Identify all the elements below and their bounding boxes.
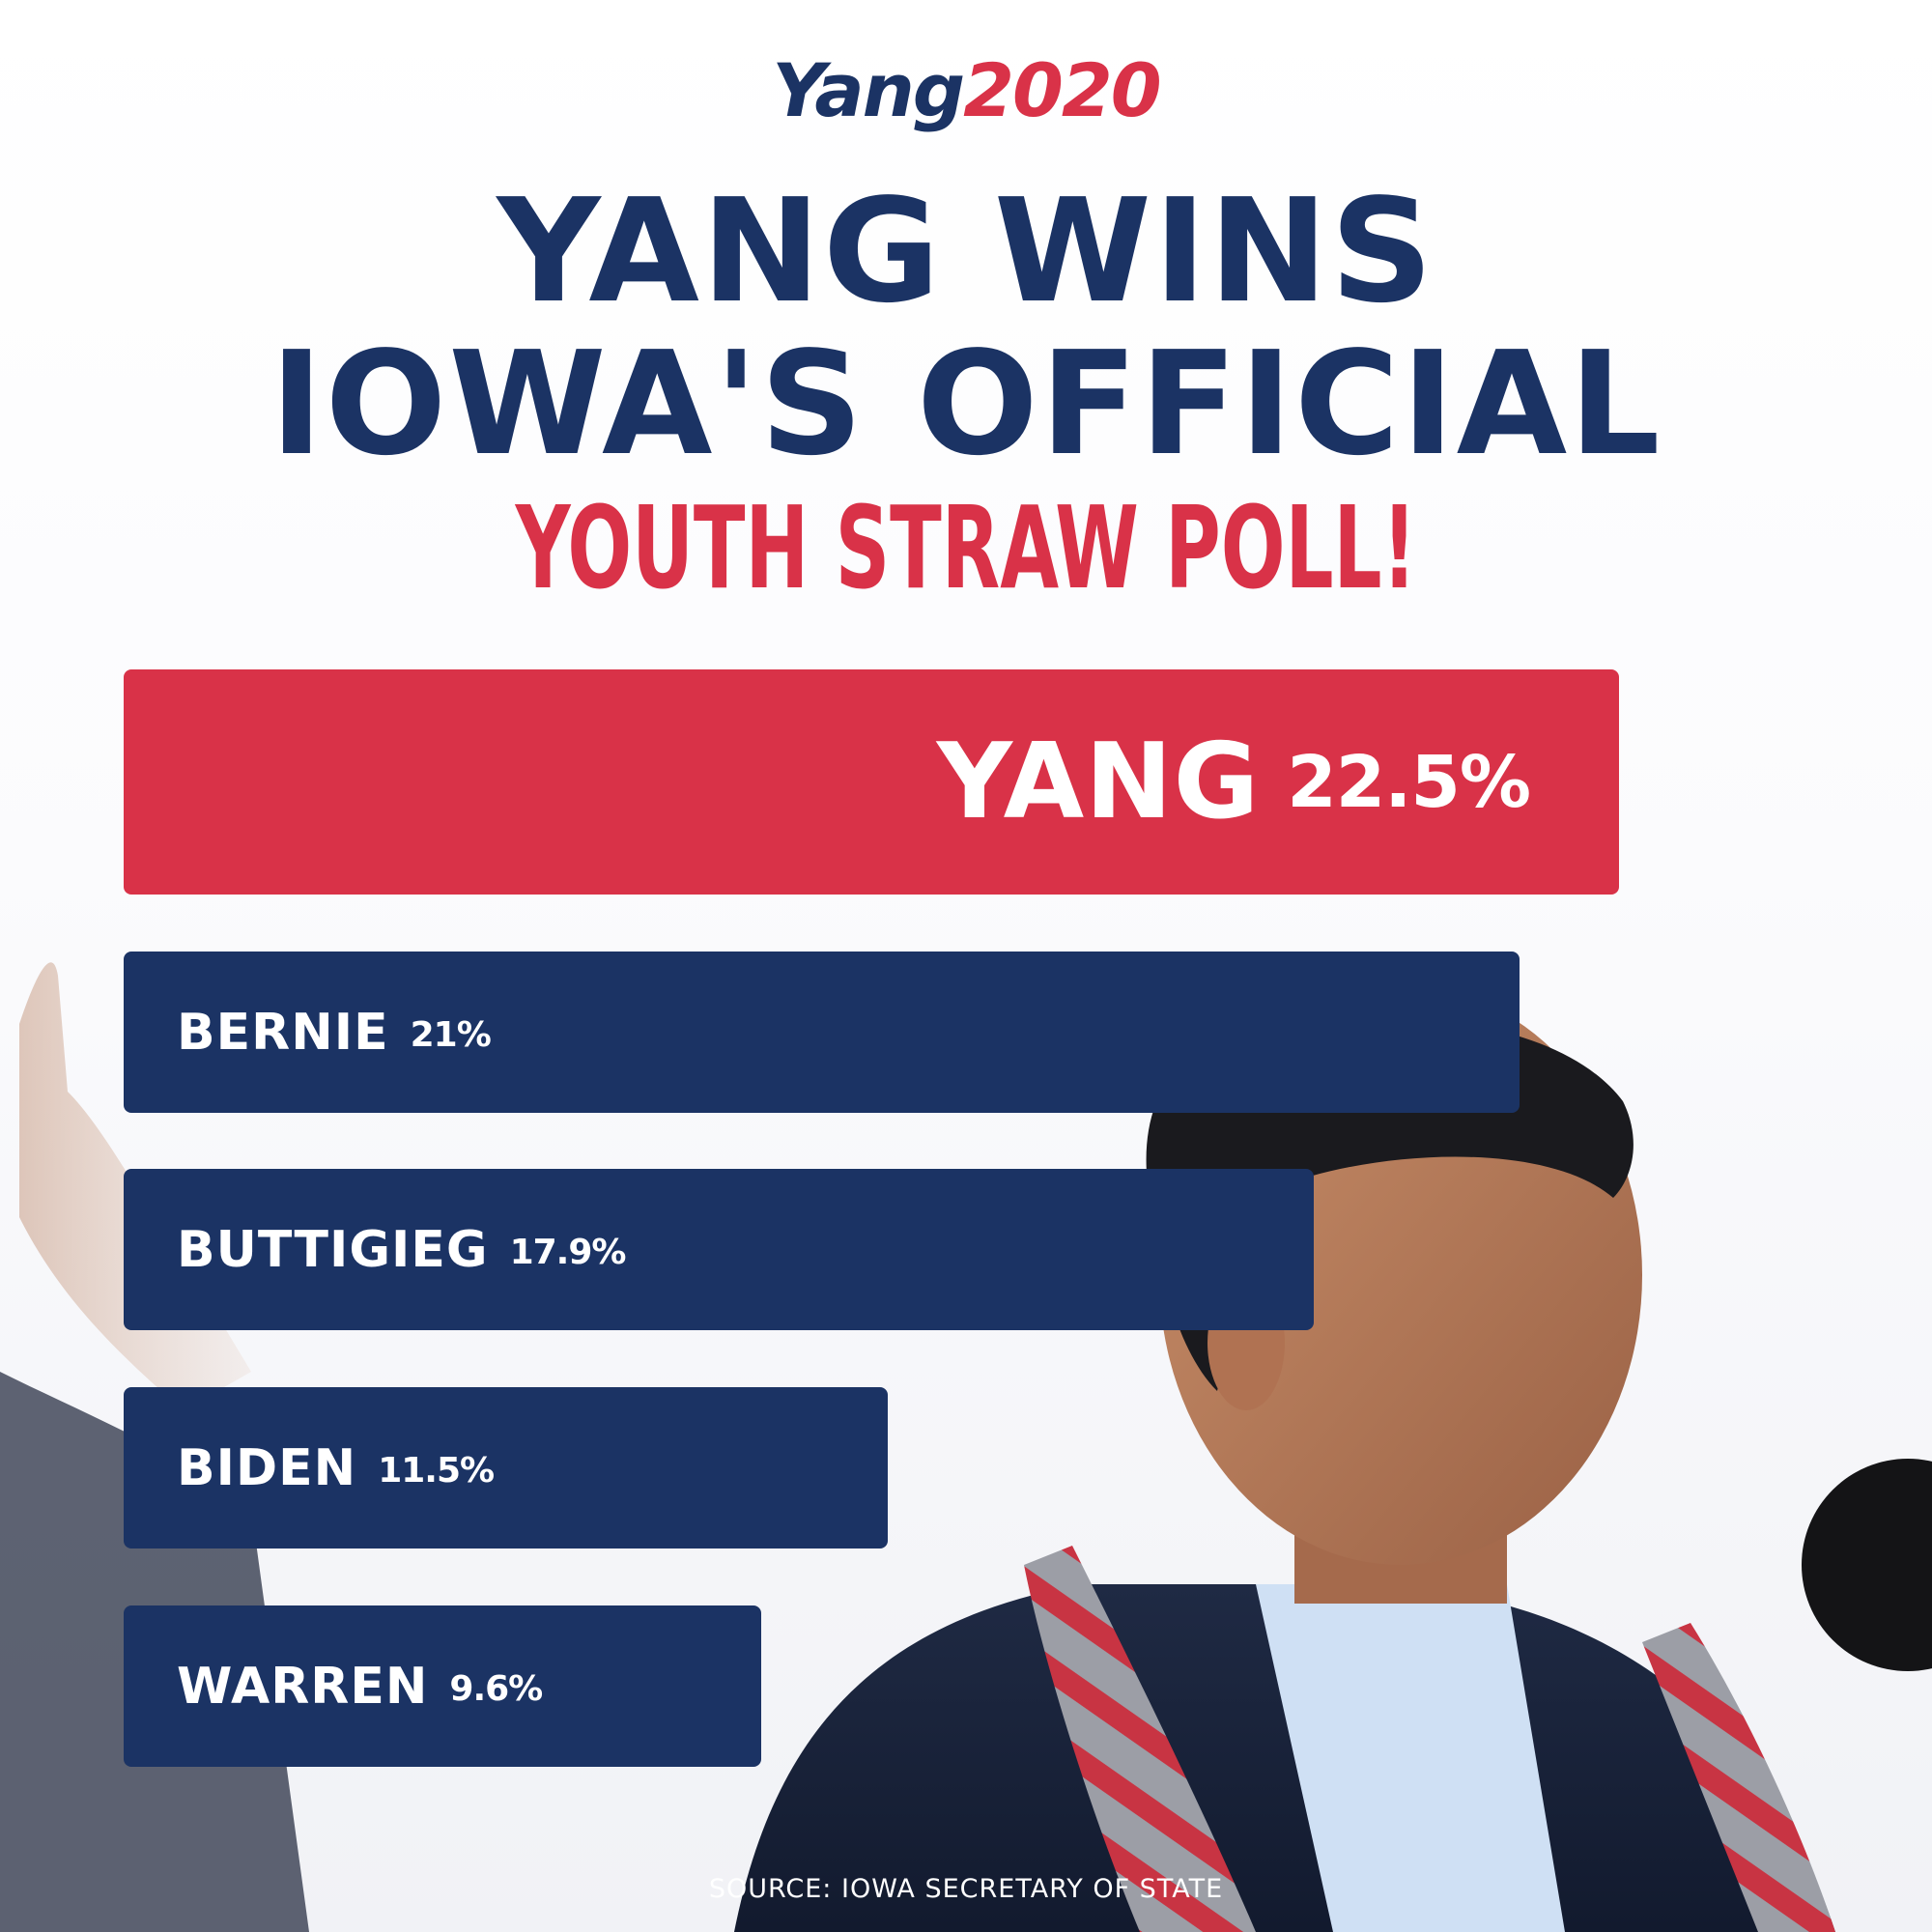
bar-yang: YANG 22.5%: [124, 669, 1619, 895]
bar-bernie: BERNIE 21%: [124, 952, 1520, 1113]
scarf: [1024, 1546, 1256, 1932]
source-note: SOURCE: IOWA SECRETARY OF STATE: [708, 1874, 1224, 1904]
bar-label-bernie: BERNIE: [177, 1003, 389, 1062]
bar-label-yang: YANG: [936, 722, 1261, 842]
bar-value-buttigieg: 17.9%: [509, 1233, 627, 1272]
campaign-logo: Yang2020: [0, 54, 1932, 128]
bar-value-bernie: 21%: [410, 1015, 492, 1055]
bar-label-biden: BIDEN: [177, 1438, 357, 1497]
bar-buttigieg: BUTTIGIEG 17.9%: [124, 1169, 1314, 1330]
bar-warren: WARREN 9.6%: [124, 1605, 761, 1767]
bar-label-buttigieg: BUTTIGIEG: [177, 1220, 489, 1279]
headline-line-1: YANG WINS: [497, 168, 1435, 334]
logo-year: 2020: [963, 47, 1162, 133]
bar-label-warren: WARREN: [177, 1657, 429, 1716]
bar-value-yang: 22.5%: [1287, 740, 1531, 824]
microphone: [1802, 1459, 1932, 1671]
headline-line-2: IOWA'S OFFICIAL: [270, 321, 1662, 487]
bar-value-biden: 11.5%: [378, 1451, 495, 1491]
logo-word: Yang: [772, 47, 965, 133]
bar-biden: BIDEN 11.5%: [124, 1387, 888, 1548]
bar-value-warren: 9.6%: [449, 1669, 543, 1709]
headline-line-3: YOUTH STRAW POLL!: [515, 481, 1417, 614]
jacket: [734, 1584, 1835, 1932]
